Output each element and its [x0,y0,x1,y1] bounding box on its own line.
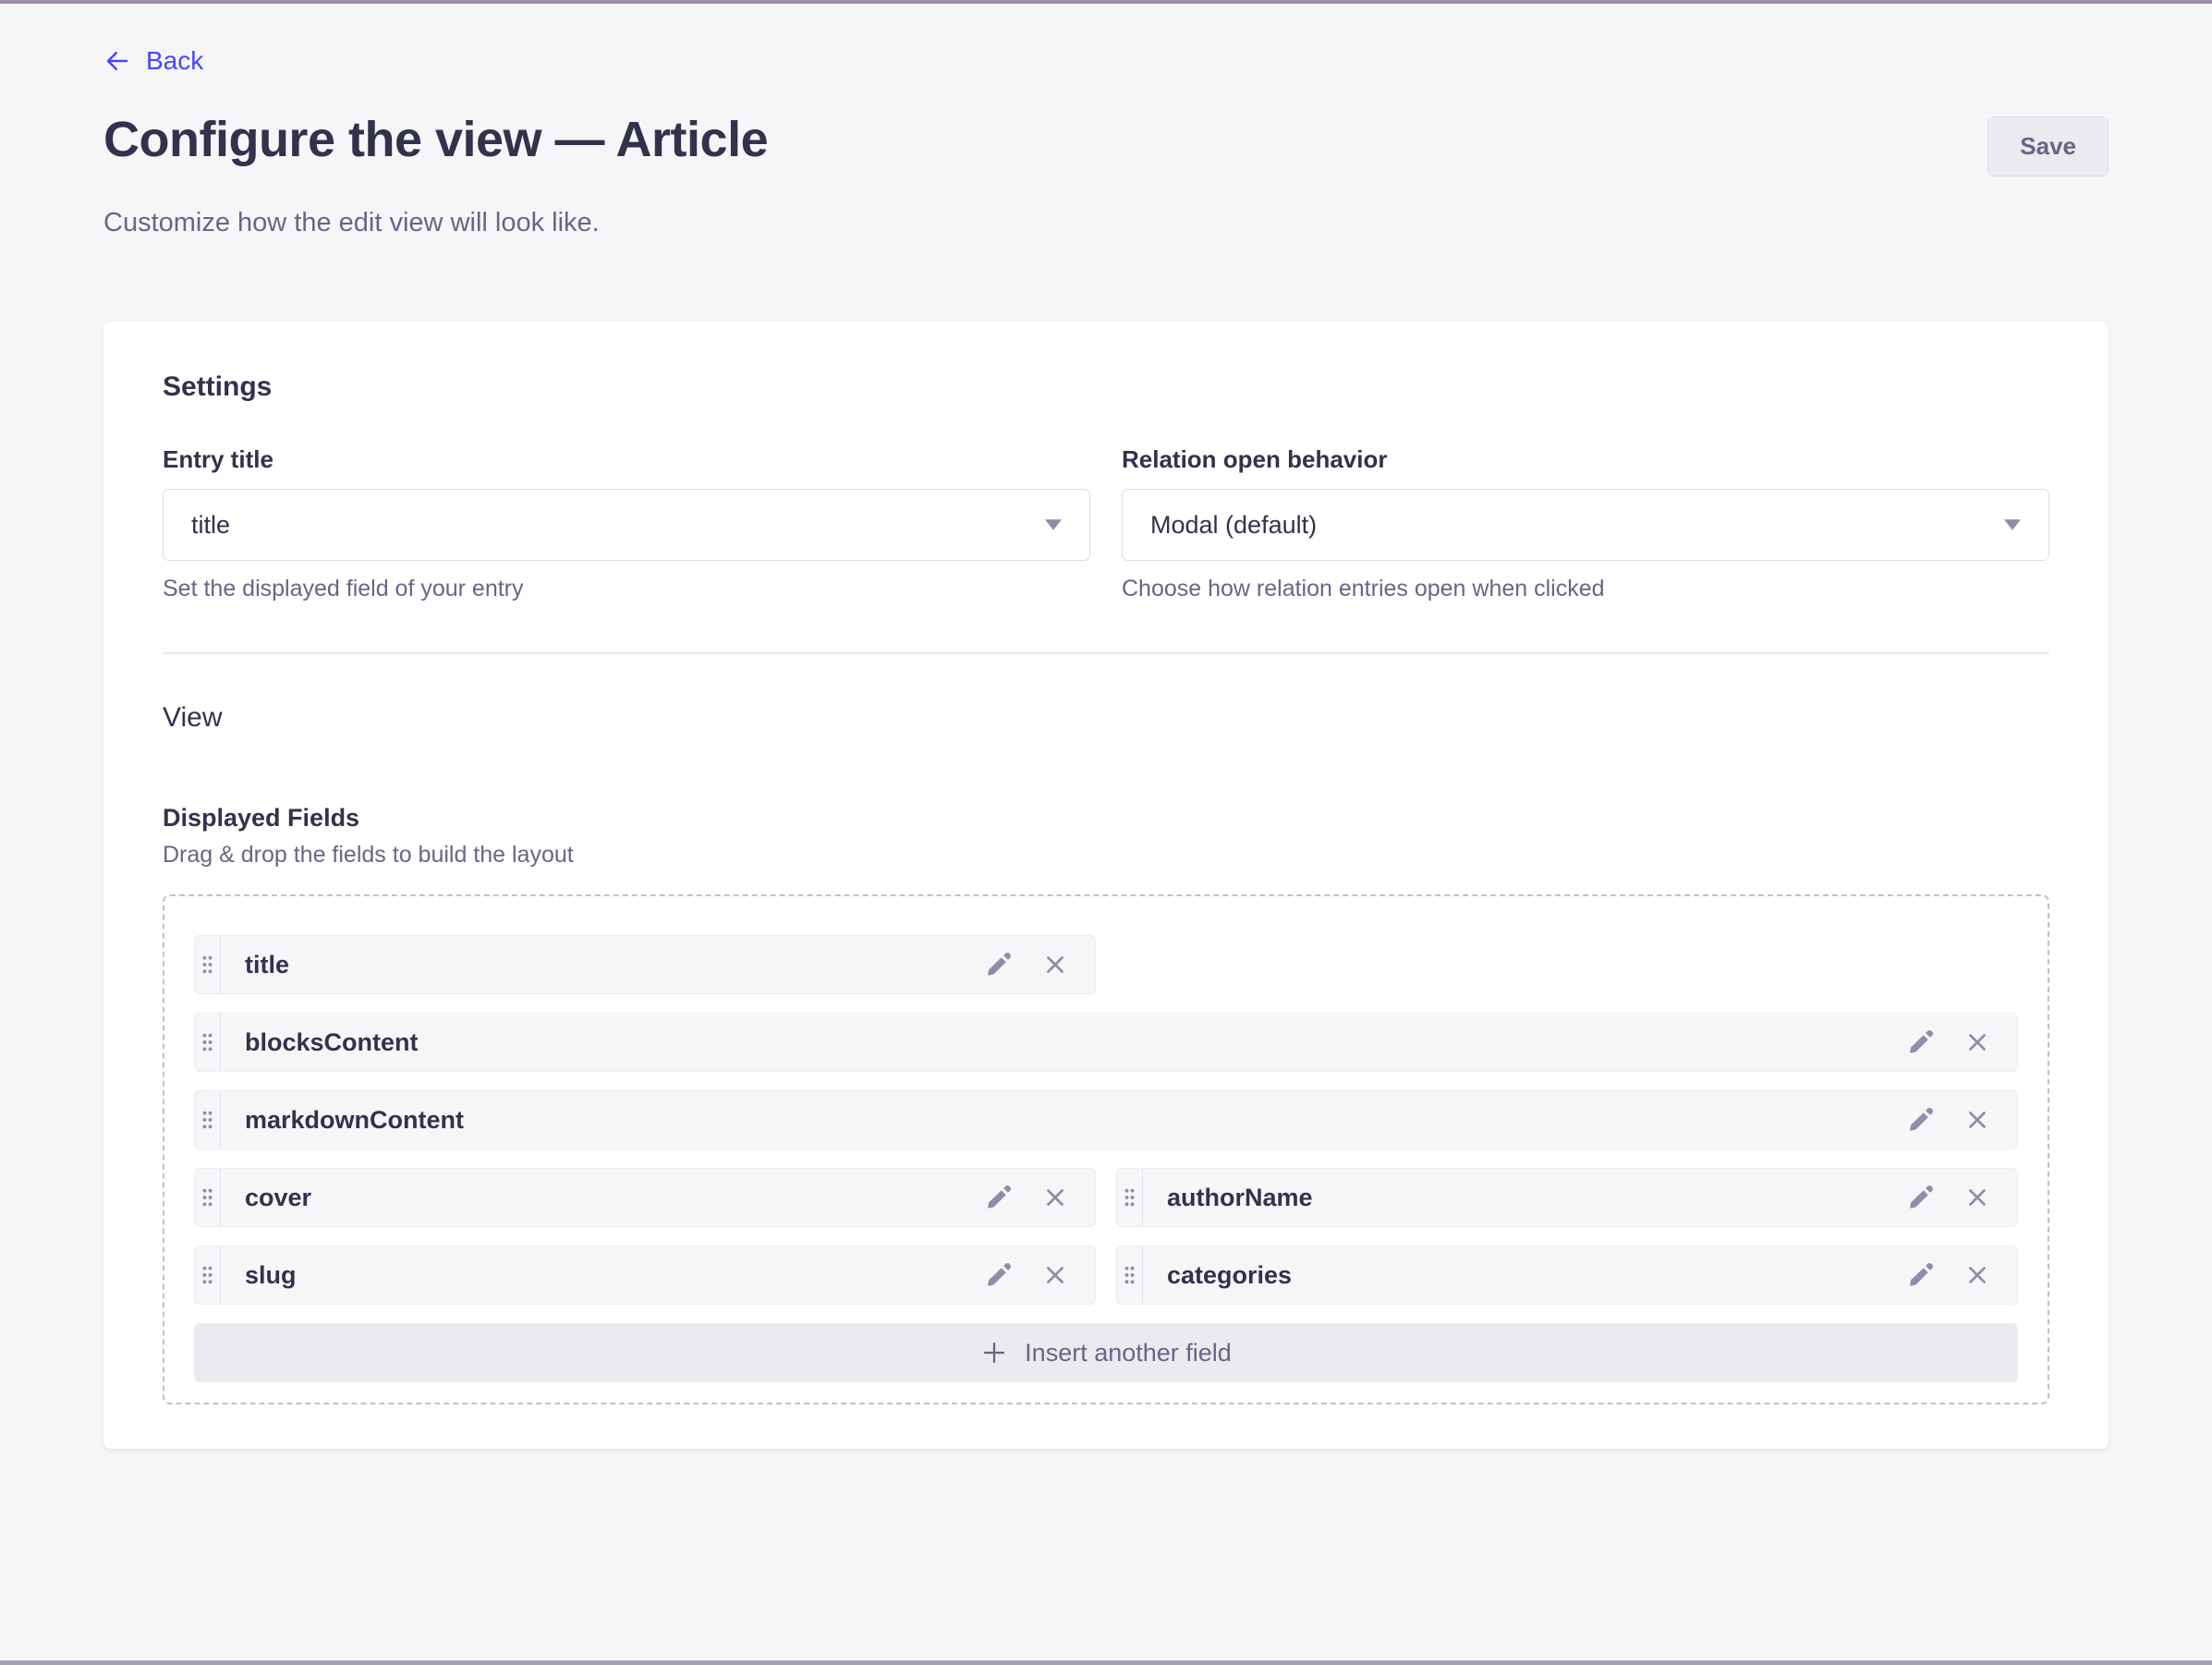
fields-drop-zone[interactable]: title blocksContent [163,894,2049,1404]
field-chip[interactable]: slug [194,1246,1096,1305]
field-chip-label: categories [1167,1260,1293,1289]
field-row: title [194,935,2018,994]
field-row: blocksContent [194,1013,2018,1072]
x-icon [1041,1184,1069,1211]
relation-behavior-field-group: Relation open behavior Modal (default) C… [1122,445,2049,602]
field-chip[interactable]: categories [1116,1246,2018,1305]
displayed-fields-subtitle: Drag & drop the fields to build the layo… [163,842,574,868]
field-chip-label: slug [245,1260,297,1289]
pencil-icon [984,950,1014,979]
relation-behavior-select[interactable]: Modal (default) [1122,489,2049,561]
settings-grid: Entry title title Set the displayed fiel… [163,445,2049,602]
insert-another-field-button[interactable]: Insert another field [194,1323,2018,1382]
edit-field-button[interactable] [1906,1105,1936,1135]
remove-field-button[interactable] [1041,1184,1069,1211]
x-icon [1963,1261,1991,1289]
chevron-down-icon [2004,519,2021,530]
entry-title-select-value: title [191,510,231,539]
window-bottom-border [0,1660,2212,1665]
entry-title-label: Entry title [163,445,273,473]
remove-field-button[interactable] [1963,1028,1991,1056]
relation-behavior-label: Relation open behavior [1122,445,1388,473]
page-title: Configure the view — Article [103,112,769,167]
drag-handle-icon[interactable] [195,936,221,993]
edit-field-button[interactable] [1906,1183,1936,1212]
pencil-icon [1906,1260,1936,1290]
entry-title-hint: Set the displayed field of your entry [163,576,524,602]
field-chip-label: markdownContent [245,1105,465,1134]
page-content: Back Configure the view — Article Save C… [103,46,2109,1449]
edit-field-button[interactable] [984,950,1014,979]
field-row: cover authorName [194,1168,2018,1227]
remove-field-button[interactable] [1963,1261,1991,1289]
edit-field-button[interactable] [1906,1027,1936,1057]
field-chip[interactable]: markdownContent [194,1090,2018,1149]
field-chip-label: blocksContent [245,1027,419,1056]
field-chip[interactable]: title [194,935,1096,994]
field-chip-label: title [245,950,290,978]
window-top-border [0,0,2212,4]
pencil-icon [1906,1105,1936,1135]
relation-behavior-select-value: Modal (default) [1150,510,1318,539]
pencil-icon [1906,1027,1936,1057]
insert-another-field-label: Insert another field [1025,1338,1232,1367]
chevron-down-icon [1045,519,1062,530]
page-subtitle: Customize how the edit view will look li… [103,208,600,237]
relation-behavior-hint: Choose how relation entries open when cl… [1122,576,1605,602]
drag-handle-icon[interactable] [1117,1246,1143,1304]
entry-title-select[interactable]: title [163,489,1090,561]
field-chip[interactable]: blocksContent [194,1013,2018,1072]
edit-field-button[interactable] [984,1260,1014,1290]
x-icon [1041,951,1069,978]
x-icon [1963,1106,1991,1134]
field-chip[interactable]: authorName [1116,1168,2018,1227]
x-icon [1041,1261,1069,1289]
section-divider [163,652,2049,654]
pencil-icon [984,1183,1014,1212]
field-row: markdownContent [194,1090,2018,1149]
back-arrow-icon [103,47,131,75]
remove-field-button[interactable] [1041,1261,1069,1289]
field-chip-label: authorName [1167,1183,1313,1211]
x-icon [1963,1028,1991,1056]
back-link-label: Back [146,46,204,75]
field-chip[interactable]: cover [194,1168,1096,1227]
plus-icon [980,1339,1008,1367]
back-link[interactable]: Back [103,46,203,76]
view-heading: View [163,702,223,733]
x-icon [1963,1184,1991,1211]
drag-handle-icon[interactable] [195,1169,221,1226]
edit-field-button[interactable] [1906,1260,1936,1290]
save-button[interactable]: Save [1987,116,2109,176]
remove-field-button[interactable] [1963,1184,1991,1211]
pencil-icon [1906,1183,1936,1212]
drag-handle-icon[interactable] [1117,1169,1143,1226]
configuration-card: Settings Entry title title Set the displ… [103,322,2109,1449]
drag-handle-icon[interactable] [195,1014,221,1071]
drag-handle-icon[interactable] [195,1091,221,1148]
settings-heading: Settings [163,371,273,402]
field-chip-label: cover [245,1183,312,1211]
remove-field-button[interactable] [1041,951,1069,978]
displayed-fields-title: Displayed Fields [163,804,360,832]
field-row: slug categories [194,1246,2018,1305]
drag-handle-icon[interactable] [195,1246,221,1304]
remove-field-button[interactable] [1963,1106,1991,1134]
displayed-fields-block: Displayed Fields Drag & drop the fields … [163,804,2049,869]
edit-field-button[interactable] [984,1183,1014,1212]
pencil-icon [984,1260,1014,1290]
page-header: Configure the view — Article Save [103,111,2109,176]
entry-title-field-group: Entry title title Set the displayed fiel… [163,445,1090,602]
